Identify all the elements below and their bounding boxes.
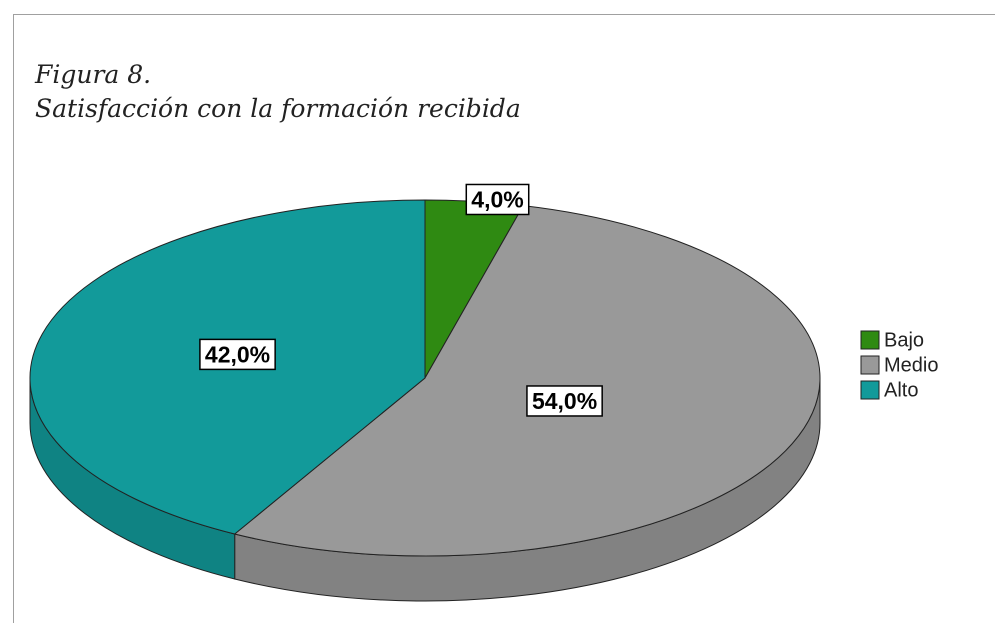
legend-label: Bajo <box>884 329 924 351</box>
legend-label: Alto <box>884 379 918 401</box>
data-label-box <box>465 183 530 216</box>
chart-title: Figura 8. <box>34 60 151 89</box>
legend-swatch <box>860 355 880 375</box>
chart-subtitle: Satisfacción con la formación recibida <box>35 94 521 123</box>
data-label: 42,0% <box>205 341 270 367</box>
frame <box>13 14 995 623</box>
data-label: 54,0% <box>532 388 597 414</box>
data-label: 4,0% <box>471 186 523 212</box>
data-label-box <box>199 338 276 371</box>
legend-swatch <box>860 380 880 400</box>
legend-label: Medio <box>884 354 938 376</box>
legend-swatch <box>860 330 880 350</box>
slice <box>233 205 821 557</box>
data-label-box <box>526 385 603 417</box>
